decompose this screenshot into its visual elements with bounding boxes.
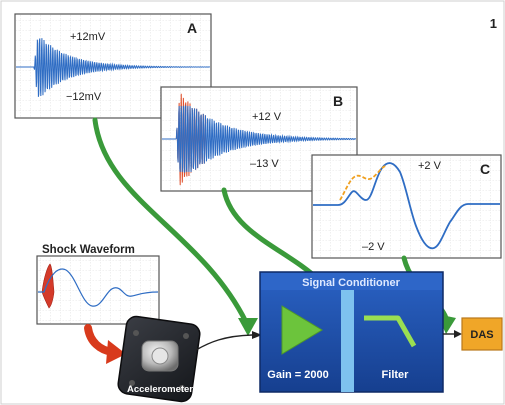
panel-c-letter: C (480, 161, 490, 177)
panel-a-bottom-label: −12mV (66, 91, 102, 103)
panel-c-top-label: +2 V (418, 160, 442, 172)
accelerometer-label: Accelerometer (127, 384, 193, 395)
panel-b-letter: B (333, 93, 343, 109)
arrow-a-head-icon (238, 318, 258, 336)
sensor-cable (195, 334, 253, 351)
panel-c-bottom-label: –2 V (362, 241, 385, 253)
panel-a-letter: A (187, 20, 197, 36)
das-label: DAS (470, 329, 493, 341)
cable-arrow-head-icon (252, 331, 262, 339)
accelerometer: Accelerometer (117, 315, 201, 403)
shock-waveform-panel: Shock Waveform (36, 244, 160, 325)
shock-arrow-head-icon (106, 340, 126, 364)
figure-number: 1 (490, 16, 497, 31)
panel-c-overshoot-trace (339, 165, 387, 201)
arrow-a-to-gain-icon (92, 117, 249, 325)
filter-response-icon (364, 315, 417, 348)
das-block: DAS (461, 317, 503, 351)
amplifier-icon (281, 305, 323, 355)
stage-separator (341, 290, 354, 392)
panel-b-bottom-label: –13 V (250, 158, 279, 170)
signal-conditioner: Signal Conditioner Gain = 2000 Filter (259, 271, 444, 393)
panel-a-waveform (16, 38, 210, 97)
panel-c-waveform (313, 162, 500, 250)
gain-label: Gain = 2000 (267, 369, 328, 381)
panel-c: +2 V –2 V C (311, 154, 502, 259)
shock-pulse (41, 263, 55, 309)
conditioner-title: Signal Conditioner (302, 277, 400, 289)
filter-label: Filter (382, 369, 410, 381)
shock-waveform-title: Shock Waveform (42, 244, 135, 256)
output-arrow-head-icon (454, 330, 462, 338)
panel-b-top-label: +12 V (252, 111, 282, 123)
panel-a-top-label: +12mV (70, 31, 106, 43)
panel-b-waveform (162, 105, 356, 173)
shock-ringing-trace (38, 268, 158, 307)
